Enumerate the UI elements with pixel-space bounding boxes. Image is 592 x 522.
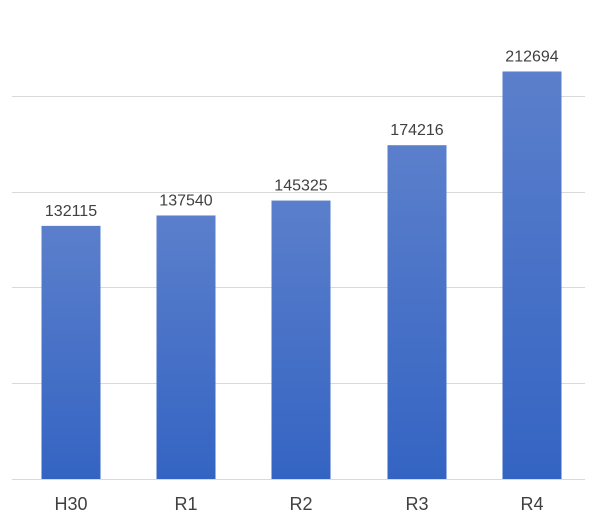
x-tick-label-r3: R3	[405, 494, 428, 514]
x-tick-label-r2: R2	[289, 494, 312, 514]
bar-r2	[271, 200, 331, 479]
x-axis-tick-labels: H30 R1 R2 R3 R4	[54, 494, 543, 514]
data-label-r2: 145325	[274, 178, 327, 195]
data-label-h30: 132115	[45, 203, 97, 220]
data-label-r3: 174216	[390, 122, 443, 139]
data-labels: 132115 137540 145325 174216 212694	[45, 48, 559, 219]
gridlines	[12, 96, 585, 480]
bar-h30	[41, 225, 101, 479]
bar-r1	[156, 215, 216, 479]
x-tick-label-r1: R1	[174, 494, 197, 514]
data-label-r4: 212694	[505, 48, 558, 65]
bar-r4	[502, 71, 562, 479]
data-label-r1: 137540	[159, 192, 212, 209]
x-tick-label-h30: H30	[54, 494, 87, 514]
bar-r3	[387, 145, 447, 479]
x-tick-label-r4: R4	[520, 494, 543, 514]
bars	[41, 71, 562, 479]
